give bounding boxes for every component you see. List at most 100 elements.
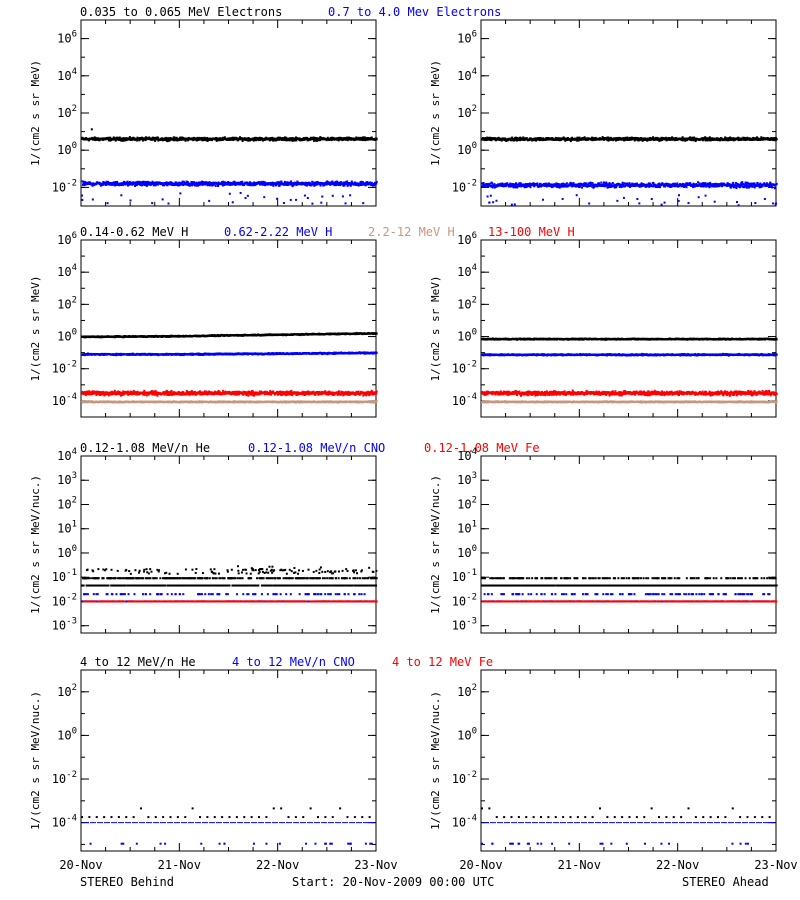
data-point [514, 184, 517, 187]
data-point [501, 182, 504, 185]
data-point [109, 182, 112, 185]
data-point [606, 186, 609, 189]
data-point [147, 181, 150, 184]
data-point [133, 137, 136, 140]
data-point [325, 181, 328, 184]
data-point [314, 181, 317, 184]
data-point [487, 183, 490, 186]
data-point [120, 139, 123, 142]
data-point [610, 137, 613, 140]
data-point [289, 181, 292, 184]
data-point [167, 202, 170, 205]
data-point [704, 182, 707, 185]
data-point [607, 136, 610, 139]
data-point [145, 181, 148, 184]
data-point [608, 182, 611, 185]
data-point [601, 183, 604, 186]
data-point [694, 140, 697, 143]
data-point [528, 139, 531, 142]
data-point [82, 180, 85, 183]
series-blue [81, 351, 378, 357]
data-point [743, 136, 746, 139]
data-point [663, 201, 666, 204]
data-point [763, 197, 766, 200]
data-point [282, 202, 285, 205]
data-point [695, 183, 698, 186]
data-point [178, 138, 181, 141]
data-point [564, 139, 567, 142]
panel-header-label: 2.2-12 MeV H [368, 225, 455, 239]
data-point [684, 139, 687, 142]
data-point [116, 180, 119, 183]
data-point [542, 137, 545, 140]
data-point [665, 182, 668, 185]
data-point [514, 186, 517, 189]
data-point [241, 139, 244, 142]
data-point [546, 183, 549, 186]
data-point [555, 183, 558, 186]
data-point [283, 136, 286, 139]
data-point [107, 139, 110, 142]
data-point [170, 183, 173, 186]
data-point [497, 136, 500, 139]
data-point [129, 199, 132, 202]
y-tick-exponent: 2 [72, 104, 77, 114]
data-point [511, 184, 514, 187]
data-point [511, 136, 514, 139]
data-point [704, 139, 707, 142]
data-point [490, 139, 493, 142]
data-point [587, 182, 590, 185]
data-point [746, 182, 749, 185]
y-tick-label: 10-4 [52, 392, 77, 408]
data-point [704, 136, 707, 139]
data-point [237, 181, 240, 184]
data-point [102, 183, 105, 186]
data-point [591, 136, 594, 139]
data-point [701, 183, 704, 186]
data-point [319, 184, 322, 187]
data-point [349, 194, 352, 197]
data-point [156, 181, 159, 184]
data-point [255, 139, 258, 142]
data-point [243, 183, 246, 186]
data-point [775, 202, 778, 205]
data-point [589, 181, 592, 184]
data-point [628, 182, 631, 185]
data-point [148, 136, 151, 139]
data-point [208, 199, 211, 202]
data-point [270, 137, 273, 140]
data-point [114, 183, 117, 186]
y-tick-exponent: -2 [66, 360, 77, 370]
data-point [295, 139, 298, 142]
data-point [729, 137, 732, 140]
data-point [676, 182, 679, 185]
data-point [560, 182, 563, 185]
data-point [756, 182, 759, 185]
data-point [202, 139, 205, 142]
data-point [674, 182, 677, 185]
data-point [513, 185, 516, 188]
data-point [727, 139, 730, 142]
data-point [131, 183, 134, 186]
data-point [330, 181, 333, 184]
y-tick-exponent: -2 [66, 178, 77, 188]
data-point [493, 183, 496, 186]
data-point [168, 139, 171, 142]
data-point [237, 139, 240, 142]
data-point [311, 202, 314, 205]
data-point [715, 182, 718, 185]
data-point [509, 185, 512, 188]
data-point [493, 186, 496, 189]
data-point [734, 183, 737, 186]
data-point [674, 138, 677, 141]
data-point [774, 184, 777, 187]
data-point [290, 180, 293, 183]
y-tick-label: 102 [57, 295, 77, 311]
data-point [706, 139, 709, 142]
data-point [166, 184, 169, 187]
data-point [741, 181, 744, 184]
data-point [136, 183, 139, 186]
data-point [635, 183, 638, 186]
data-point [495, 199, 498, 202]
